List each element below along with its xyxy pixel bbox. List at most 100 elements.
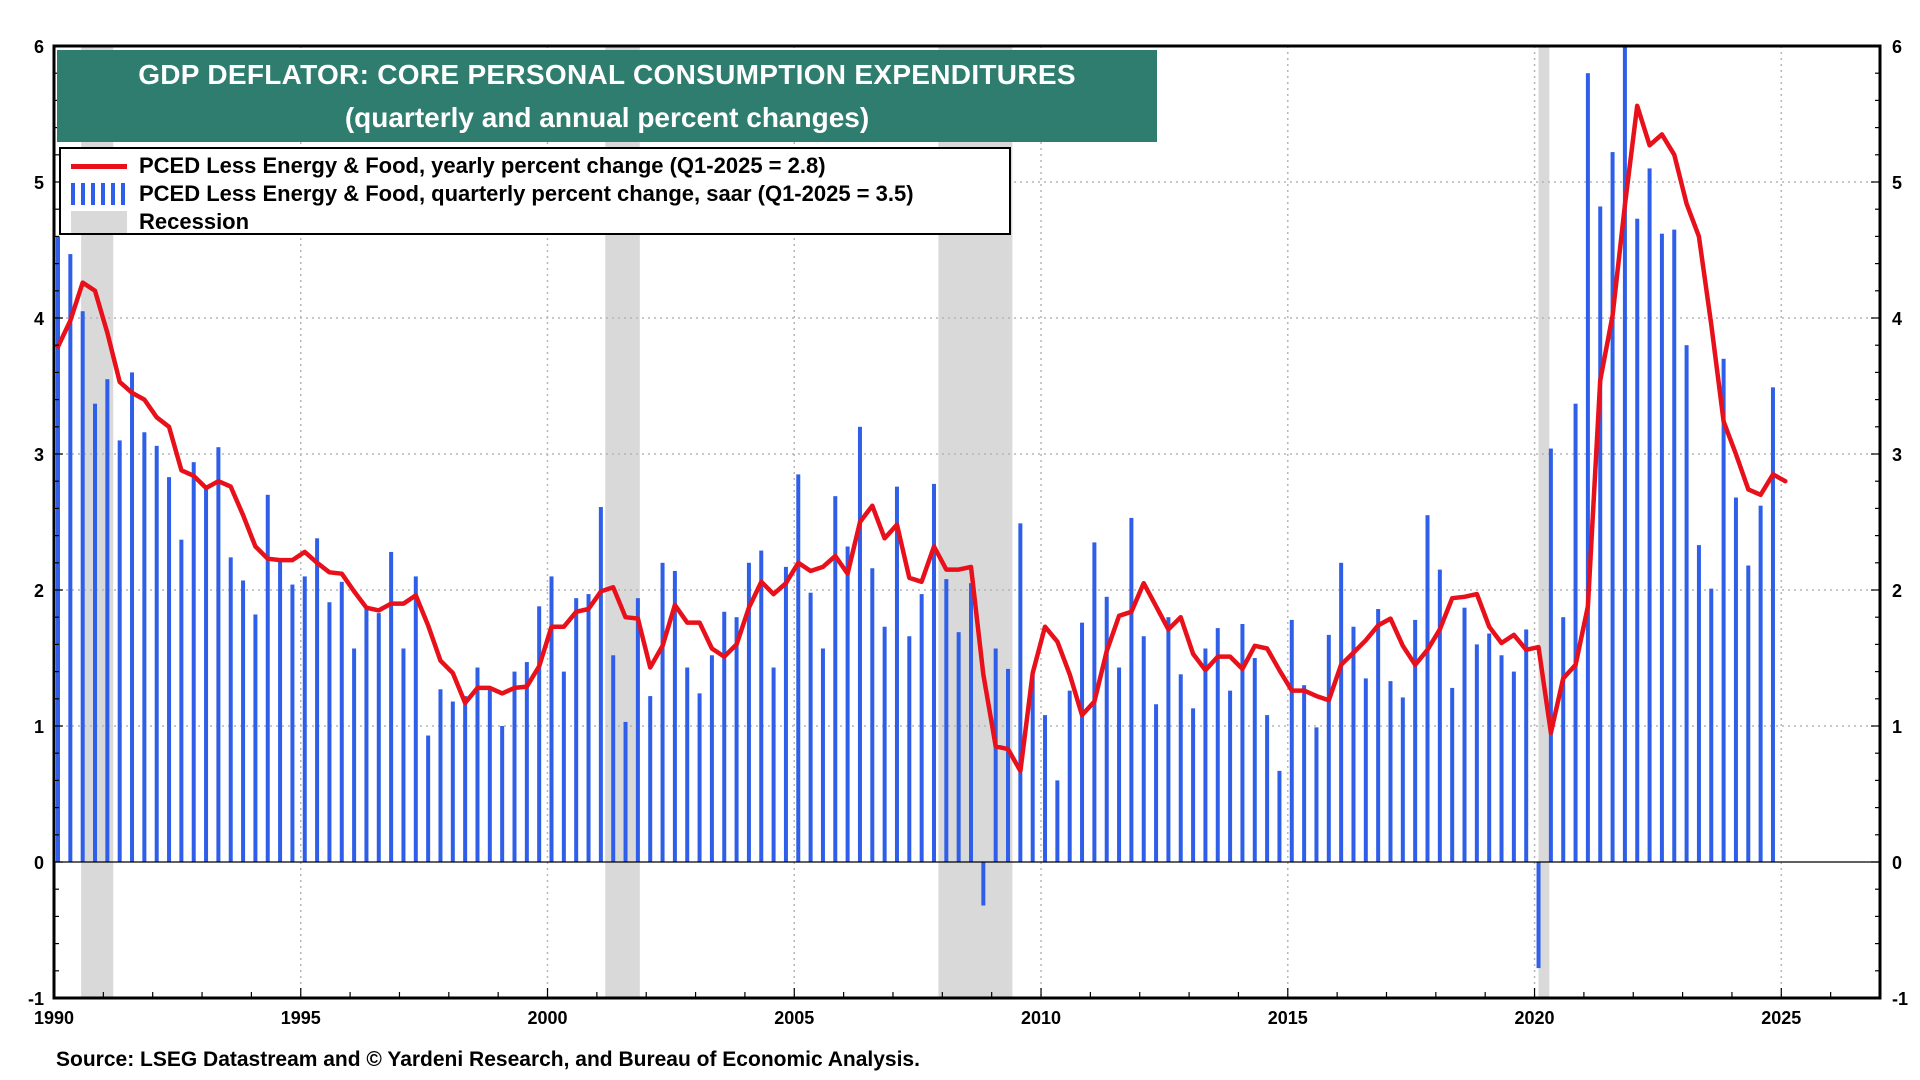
bar-128 xyxy=(1635,218,1640,863)
y-left-label-3: 3 xyxy=(34,445,44,465)
bar-25 xyxy=(364,607,369,862)
bar-34 xyxy=(475,667,480,862)
y-right-label-5: 5 xyxy=(1892,173,1902,193)
bar-102 xyxy=(1314,727,1319,862)
bar-133 xyxy=(1696,545,1701,862)
y-left-label-1: 1 xyxy=(34,717,44,737)
bar-52 xyxy=(697,693,702,862)
bar-105 xyxy=(1351,626,1356,862)
x-label-2020: 2020 xyxy=(1515,1008,1555,1028)
bar-127 xyxy=(1622,46,1627,862)
bar-99 xyxy=(1277,770,1282,862)
axis-ticks xyxy=(53,45,1881,999)
bar-38 xyxy=(524,662,529,862)
y-axis-left-labels: -1 0 1 2 3 4 5 6 xyxy=(28,37,44,1009)
legend-item-bars: PCED Less Energy & Food, quarterly perce… xyxy=(61,180,914,208)
chart-subtitle: (quarterly and annual percent changes) xyxy=(344,102,870,133)
bar-136 xyxy=(1733,497,1738,862)
bar-110 xyxy=(1413,619,1418,862)
y-left-label-0: 0 xyxy=(34,853,44,873)
legend-swatch-recession xyxy=(71,211,127,233)
bar-91 xyxy=(1178,674,1183,862)
bar-19 xyxy=(290,584,295,862)
bar-87 xyxy=(1129,517,1134,862)
bar-60 xyxy=(796,474,801,862)
bar-122 xyxy=(1561,617,1566,862)
bar-112 xyxy=(1437,569,1442,862)
bar-24 xyxy=(352,648,357,862)
bar-16 xyxy=(253,614,258,862)
bar-18 xyxy=(278,560,283,862)
bar-44 xyxy=(598,507,603,862)
bar-12 xyxy=(204,488,209,862)
bar-0 xyxy=(56,236,60,862)
x-axis-labels: 1990 1995 2000 2005 2010 2015 2020 2025 xyxy=(34,1008,1801,1028)
bar-111 xyxy=(1425,515,1430,862)
bar-27 xyxy=(389,551,394,862)
bar-53 xyxy=(709,655,714,862)
bar-40 xyxy=(549,576,554,862)
legend-swatch-bars xyxy=(71,183,127,205)
bar-76 xyxy=(993,648,998,862)
bar-89 xyxy=(1154,704,1159,862)
bar-50 xyxy=(672,570,677,862)
legend-label-bars: PCED Less Energy & Food, quarterly perce… xyxy=(139,181,914,206)
bar-62 xyxy=(820,648,825,862)
bar-100 xyxy=(1289,619,1294,862)
bar-23 xyxy=(339,581,344,862)
bar-7 xyxy=(142,432,147,862)
bar-45 xyxy=(611,655,616,862)
bar-90 xyxy=(1166,617,1171,862)
yearly-line-series xyxy=(55,103,1788,774)
bar-121 xyxy=(1548,448,1553,862)
bar-116 xyxy=(1487,633,1492,862)
bar-114 xyxy=(1462,607,1467,862)
bar-108 xyxy=(1388,681,1393,862)
bar-86 xyxy=(1117,667,1122,862)
bar-126 xyxy=(1610,152,1615,862)
bar-80 xyxy=(1043,715,1048,862)
bar-55 xyxy=(734,617,739,862)
y-right-label-0: 0 xyxy=(1892,853,1902,873)
y-right-label--1: -1 xyxy=(1892,989,1908,1009)
bar-14 xyxy=(228,557,233,862)
bar-59 xyxy=(783,566,788,862)
bar-75 xyxy=(981,862,986,906)
bar-66 xyxy=(870,568,875,862)
bar-21 xyxy=(315,538,320,862)
bar-79 xyxy=(1030,675,1035,862)
bar-106 xyxy=(1363,678,1368,862)
x-label-1995: 1995 xyxy=(281,1008,321,1028)
bar-57 xyxy=(759,550,764,862)
bar-8 xyxy=(154,445,159,862)
bar-67 xyxy=(882,626,887,862)
bar-29 xyxy=(413,576,418,862)
bar-9 xyxy=(167,477,172,862)
bar-137 xyxy=(1746,565,1751,862)
bar-33 xyxy=(463,696,468,862)
bar-73 xyxy=(956,632,961,862)
bar-109 xyxy=(1400,697,1405,862)
bar-124 xyxy=(1585,73,1590,862)
bar-85 xyxy=(1104,596,1109,862)
bar-56 xyxy=(746,562,751,862)
bar-22 xyxy=(327,602,332,862)
bar-49 xyxy=(660,562,665,862)
bar-68 xyxy=(894,486,899,862)
bar-132 xyxy=(1684,345,1689,862)
bar-28 xyxy=(401,648,406,862)
x-label-2000: 2000 xyxy=(527,1008,567,1028)
legend-swatch-line xyxy=(71,155,127,177)
bar-103 xyxy=(1326,634,1331,862)
y-right-label-6: 6 xyxy=(1892,37,1902,57)
bar-117 xyxy=(1499,655,1504,862)
bar-61 xyxy=(808,592,813,862)
bar-30 xyxy=(426,735,431,862)
bar-93 xyxy=(1203,648,1208,862)
bar-130 xyxy=(1659,233,1664,862)
bar-2 xyxy=(80,311,85,862)
quarterly-bars xyxy=(56,46,1775,969)
recession-band-3 xyxy=(1538,46,1550,998)
bar-70 xyxy=(919,594,924,862)
bar-88 xyxy=(1141,636,1146,862)
